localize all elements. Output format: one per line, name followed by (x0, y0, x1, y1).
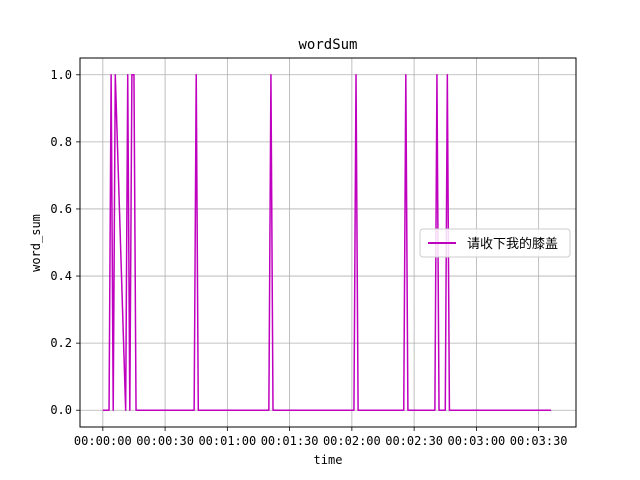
y-tick-label: 0.8 (50, 135, 72, 149)
x-tick-label: 00:02:30 (385, 434, 443, 448)
y-tick-label: 1.0 (50, 68, 72, 82)
x-axis-label: time (314, 453, 343, 467)
legend: 请收下我的膝盖 (419, 228, 571, 258)
plot-frame (79, 57, 577, 428)
y-tick-label: 0.6 (50, 202, 72, 216)
x-tick-label: 00:00:30 (136, 434, 194, 448)
y-tick-label: 0.4 (50, 269, 72, 283)
y-tick-label: 0.2 (50, 336, 72, 350)
x-tick-label: 00:02:00 (323, 434, 381, 448)
x-tick-label: 00:00:00 (74, 434, 132, 448)
series-line (102, 74, 552, 411)
y-axis-label: word_sum (29, 214, 43, 272)
grid (80, 58, 576, 427)
ticks: 00:00:00 00:00:30 00:01:00 00:01:30 00:02:00… (50, 68, 567, 448)
x-tick-label: 00:01:30 (261, 434, 319, 448)
x-tick-label: 00:01:00 (198, 434, 256, 448)
legend-label: 请收下我的膝盖 (467, 236, 558, 252)
legend-box (419, 228, 571, 258)
series-layer (102, 74, 552, 411)
x-tick-label: 00:03:00 (447, 434, 505, 448)
chart-title: wordSum (298, 37, 357, 53)
x-tick-label: 00:03:30 (510, 434, 568, 448)
y-tick-label: 0.0 (50, 403, 72, 417)
